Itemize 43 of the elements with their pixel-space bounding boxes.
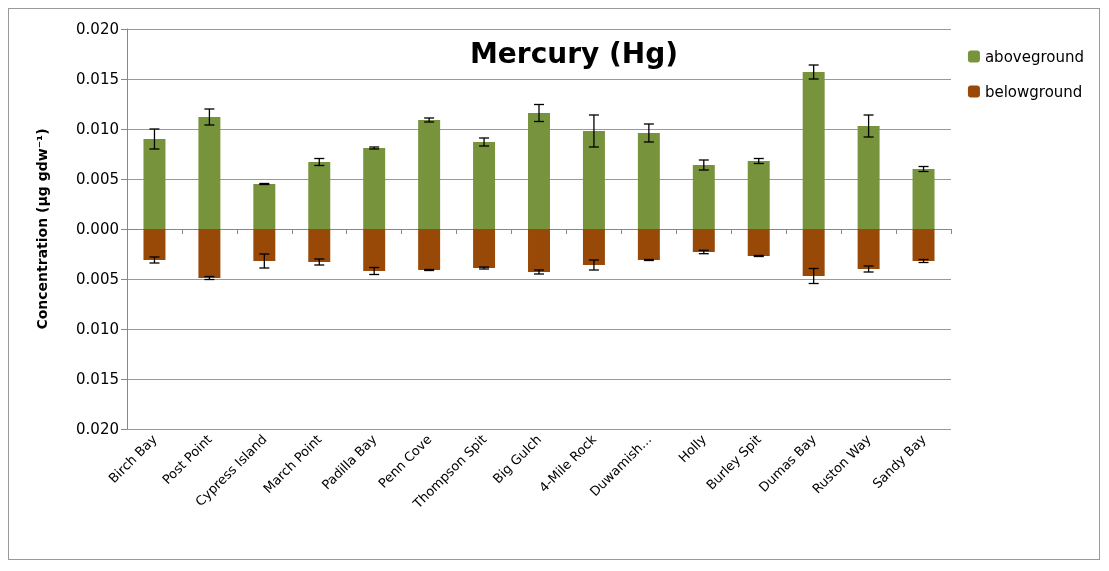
bar <box>528 229 550 272</box>
bar <box>363 229 386 271</box>
bar <box>637 133 660 229</box>
bar <box>473 142 496 229</box>
legend-label: aboveground <box>984 47 1085 66</box>
bar <box>582 131 605 229</box>
bar <box>637 229 660 260</box>
bar <box>528 113 550 229</box>
bar <box>582 229 605 265</box>
bar <box>802 72 825 229</box>
bar <box>143 229 166 260</box>
y-tick-label: 0.005 <box>76 270 119 288</box>
bar <box>692 229 715 252</box>
bar <box>857 229 880 269</box>
bar <box>802 229 825 276</box>
bar <box>418 229 441 270</box>
legend-label: belowground <box>984 82 1083 101</box>
y-tick-label: 0.015 <box>76 370 119 388</box>
bar <box>747 161 770 229</box>
y-tick-label: 0.015 <box>76 70 119 88</box>
bar <box>692 165 715 229</box>
bar <box>473 229 496 268</box>
y-tick-label: 0.000 <box>76 220 119 238</box>
bar <box>912 169 935 229</box>
y-tick-label: 0.020 <box>76 420 119 438</box>
y-tick-label: 0.020 <box>76 20 119 38</box>
y-tick-label: 0.005 <box>76 170 119 188</box>
bar <box>857 126 880 229</box>
y-axis-title: Concentration (µg gdw⁻¹) <box>34 128 50 330</box>
bar <box>253 229 276 261</box>
bar <box>363 148 386 229</box>
bar <box>143 139 166 229</box>
chart-title: Mercury (Hg) <box>469 36 679 70</box>
bar <box>747 229 770 256</box>
bar <box>418 120 441 229</box>
y-tick-label: 0.010 <box>76 120 119 138</box>
bar <box>198 229 221 278</box>
bar <box>308 162 331 229</box>
bar <box>308 229 331 262</box>
bar <box>198 117 221 229</box>
bar <box>253 184 276 229</box>
y-tick-label: 0.010 <box>76 320 119 338</box>
bar <box>912 229 935 261</box>
